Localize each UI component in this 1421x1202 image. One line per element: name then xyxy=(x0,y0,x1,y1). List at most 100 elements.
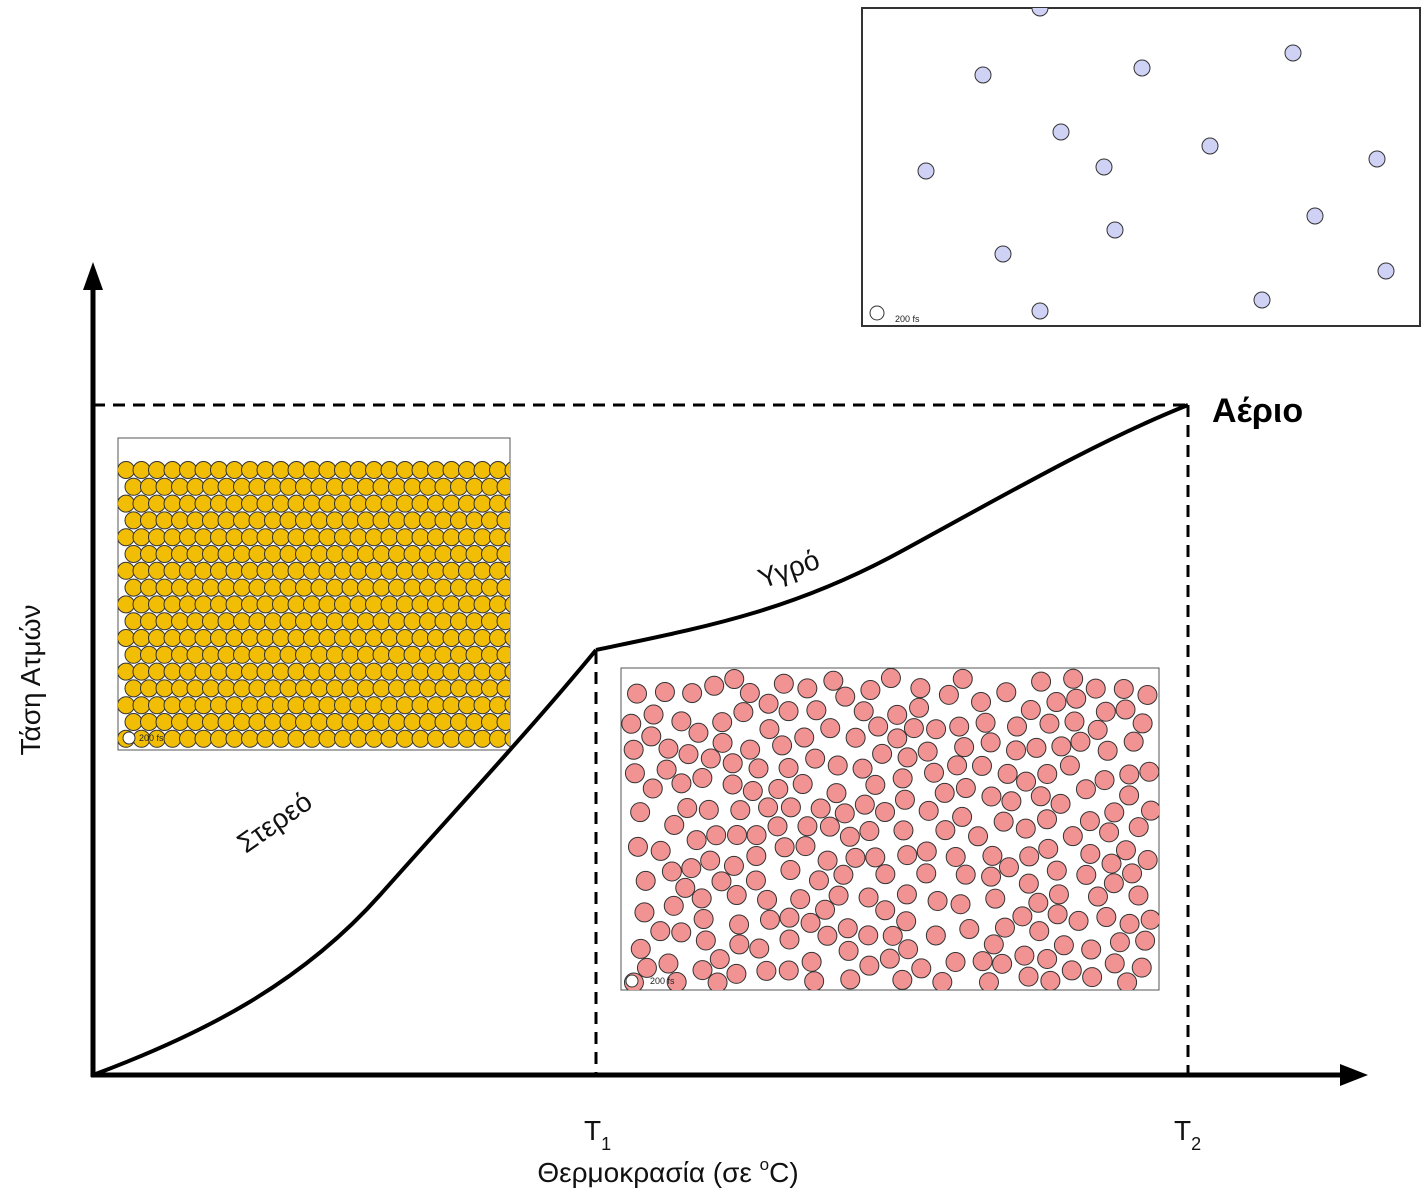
particle xyxy=(186,545,205,563)
particle xyxy=(879,948,900,969)
particle xyxy=(465,578,484,597)
particle xyxy=(419,645,437,664)
particle xyxy=(202,511,220,530)
particle xyxy=(828,885,849,906)
particle xyxy=(658,953,679,974)
particle xyxy=(233,612,251,631)
particle xyxy=(823,670,844,691)
particle xyxy=(692,960,713,981)
particle xyxy=(411,595,430,614)
particle xyxy=(434,645,453,664)
particle xyxy=(396,461,414,479)
particle xyxy=(287,595,306,614)
particle xyxy=(935,820,956,841)
particle xyxy=(998,857,1019,878)
particle xyxy=(892,768,913,789)
particle xyxy=(909,697,930,718)
particle xyxy=(318,561,337,580)
particle xyxy=(837,918,858,939)
particle xyxy=(1128,817,1149,838)
particle xyxy=(186,612,205,631)
particle xyxy=(778,701,799,722)
particle xyxy=(295,578,313,597)
particle xyxy=(1080,843,1101,864)
particle xyxy=(396,494,414,513)
particle xyxy=(341,713,360,731)
particle xyxy=(893,820,914,841)
particle xyxy=(380,461,399,479)
particle xyxy=(1020,700,1041,721)
particle xyxy=(210,729,228,748)
particle xyxy=(202,713,220,731)
particle xyxy=(1117,972,1138,990)
particle xyxy=(887,728,908,749)
particle xyxy=(403,713,422,731)
particle xyxy=(217,477,236,496)
particle xyxy=(1007,716,1028,737)
particle xyxy=(700,748,721,769)
particle xyxy=(403,511,422,530)
particle xyxy=(1068,910,1089,931)
particle xyxy=(733,702,754,723)
particle xyxy=(1104,953,1125,974)
particle xyxy=(496,511,510,530)
particle xyxy=(163,729,182,748)
particle xyxy=(233,511,251,530)
particle xyxy=(132,561,151,580)
time-label: 200 fs xyxy=(139,733,164,743)
particle xyxy=(481,545,499,563)
particle xyxy=(140,545,158,563)
particle xyxy=(388,612,406,631)
particle xyxy=(1019,846,1040,867)
particle xyxy=(148,461,166,479)
particle xyxy=(365,629,383,647)
particle xyxy=(465,645,484,664)
particle xyxy=(372,645,391,664)
particle xyxy=(217,545,236,563)
particle xyxy=(916,863,937,884)
particle xyxy=(186,578,205,597)
particle xyxy=(1082,967,1103,988)
particle xyxy=(372,713,391,731)
particle xyxy=(380,595,399,614)
particle xyxy=(739,683,760,704)
particle xyxy=(411,729,430,748)
particle xyxy=(481,679,499,698)
particle xyxy=(489,494,507,513)
particle xyxy=(450,511,468,530)
particle xyxy=(624,763,645,784)
particle xyxy=(1028,892,1049,913)
particle xyxy=(388,545,406,563)
particle xyxy=(287,528,306,547)
particle xyxy=(303,461,321,479)
particle xyxy=(489,662,507,681)
particle xyxy=(171,578,189,597)
particle xyxy=(489,528,507,547)
particle xyxy=(742,781,763,802)
tick-label: T2 xyxy=(1174,1115,1201,1154)
particle xyxy=(1103,873,1124,894)
particle xyxy=(217,713,236,731)
particle xyxy=(504,562,510,580)
particle xyxy=(427,561,445,580)
particle xyxy=(1097,740,1118,761)
particle xyxy=(341,511,360,530)
y-axis-label: Τάση Ατμών xyxy=(15,604,46,755)
particle xyxy=(759,719,780,740)
particle xyxy=(489,696,507,715)
particle xyxy=(279,679,298,698)
particle xyxy=(1018,966,1039,987)
particle xyxy=(875,900,896,921)
particle xyxy=(748,758,769,779)
particle xyxy=(1006,740,1027,761)
clock-icon xyxy=(625,974,639,988)
particle xyxy=(140,713,158,731)
particle xyxy=(442,696,461,715)
particle xyxy=(1015,818,1036,839)
particle xyxy=(279,612,298,631)
particle xyxy=(1063,668,1084,689)
particle xyxy=(724,669,745,690)
particle xyxy=(496,645,510,664)
particle xyxy=(729,934,750,955)
particle xyxy=(723,855,744,876)
